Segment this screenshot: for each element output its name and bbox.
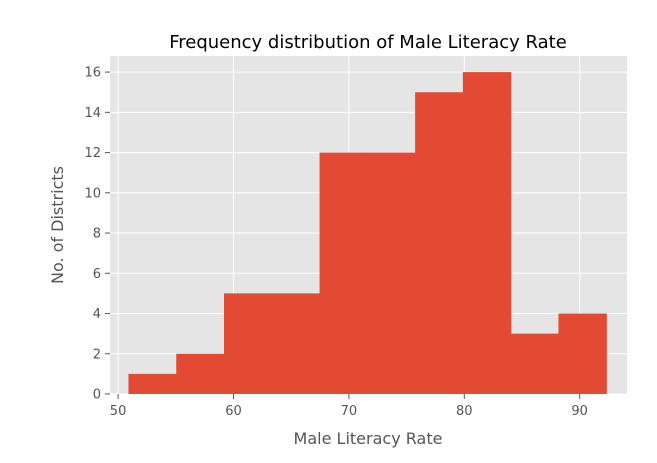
histogram-bars [128, 72, 607, 394]
x-axis-title: Male Literacy Rate [294, 429, 443, 448]
histogram-bar [271, 293, 321, 394]
x-tick-label: 60 [225, 404, 242, 419]
y-tick-label: 16 [84, 66, 101, 81]
x-tick-label: 90 [571, 404, 588, 419]
x-tick-label: 70 [341, 404, 358, 419]
histogram-bar [510, 333, 560, 394]
y-tick-label: 8 [93, 227, 101, 242]
y-tick-label: 6 [93, 267, 101, 282]
histogram-bar [558, 313, 607, 394]
x-axis-ticks: 50 60 70 80 90 [110, 394, 588, 419]
y-tick-label: 10 [84, 186, 101, 201]
histogram-bar [367, 152, 416, 394]
y-tick-label: 0 [93, 388, 101, 403]
histogram-bar [415, 92, 464, 394]
y-tick-label: 4 [93, 307, 101, 322]
chart-title: Frequency distribution of Male Literacy … [169, 32, 567, 53]
histogram-bar [128, 373, 177, 394]
x-tick-label: 50 [110, 404, 127, 419]
x-tick-label: 80 [456, 404, 473, 419]
y-axis-ticks: 0 2 4 6 8 10 12 14 16 [84, 66, 110, 403]
y-tick-label: 12 [84, 146, 101, 161]
histogram-bar [176, 353, 225, 394]
y-tick-label: 14 [84, 106, 101, 121]
y-tick-label: 2 [93, 347, 101, 362]
histogram-bar [319, 152, 368, 394]
y-axis-title: No. of Districts [48, 166, 67, 284]
histogram-bar [462, 72, 512, 394]
histogram-bar [224, 293, 273, 394]
